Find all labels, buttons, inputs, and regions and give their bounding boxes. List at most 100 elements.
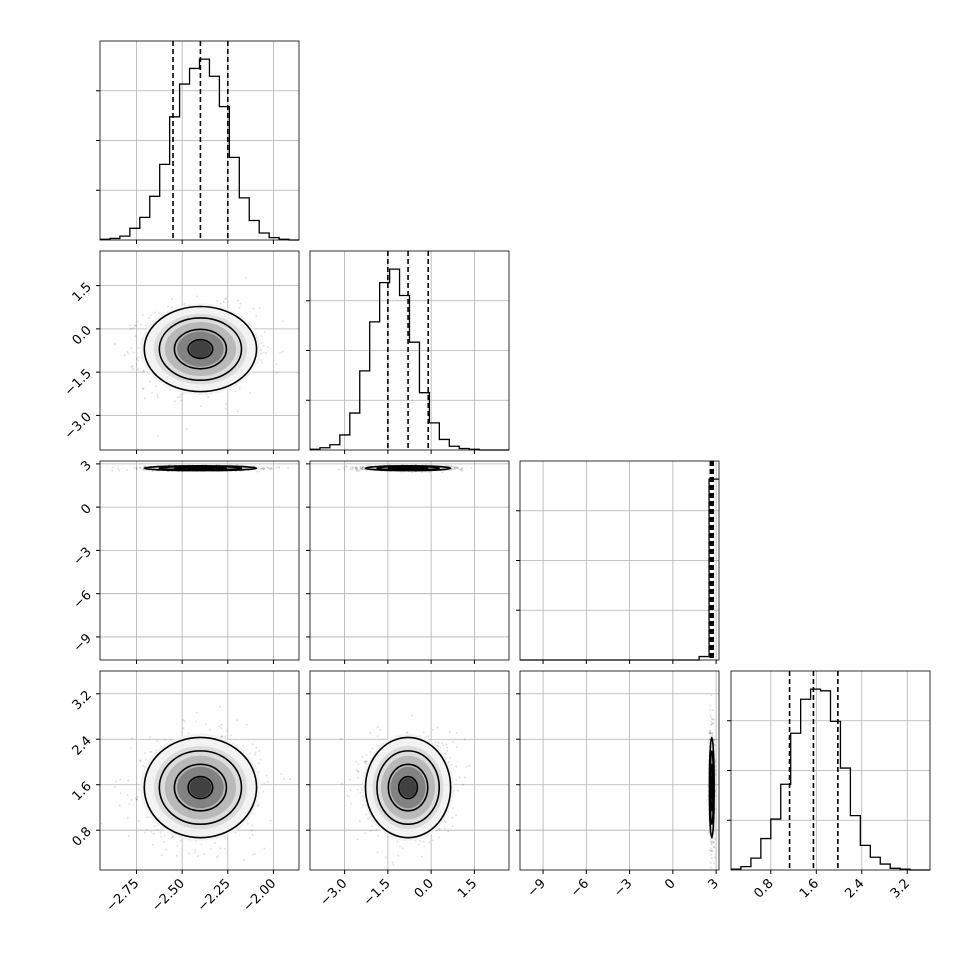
scatter-point: [185, 428, 188, 431]
scatter-point: [137, 346, 140, 349]
scatter-point: [278, 467, 281, 470]
scatter-point: [262, 344, 265, 347]
scatter-point: [196, 295, 199, 298]
scatter-point: [196, 854, 199, 857]
scatter-point: [357, 470, 360, 473]
scatter-point: [251, 834, 254, 837]
scatter-point: [365, 469, 368, 472]
scatter-point: [220, 727, 223, 730]
scatter-point: [459, 468, 462, 471]
scatter-point: [280, 772, 283, 775]
scatter-point: [248, 391, 251, 394]
x-tick-label: 2.4: [842, 876, 867, 901]
scatter-point: [244, 276, 247, 279]
scatter-point: [452, 465, 455, 468]
scatter-point: [127, 779, 130, 782]
scatter-point: [143, 831, 146, 834]
scatter-point: [444, 463, 447, 466]
y-tick-label: −3: [71, 545, 95, 569]
scatter-point: [134, 335, 137, 338]
scatter-point: [248, 752, 251, 755]
panel-frame: [99, 40, 300, 241]
scatter-point: [118, 469, 121, 472]
scatter-point: [141, 313, 144, 316]
scatter-point: [159, 831, 162, 834]
scatter-point: [178, 396, 181, 399]
y-tick-label: 0: [78, 501, 94, 517]
scatter-point: [158, 312, 161, 315]
scatter-point: [235, 463, 238, 466]
scatter-point: [454, 466, 457, 469]
panel-frame: [730, 670, 931, 871]
scatter-point: [138, 466, 141, 469]
scatter-point: [151, 391, 154, 394]
scatter-point: [337, 468, 340, 471]
scatter-point: [142, 369, 145, 372]
scatter-point: [119, 778, 122, 781]
panel-frame: [99, 460, 300, 661]
histogram-panel-p0: [96, 40, 300, 244]
scatter-point: [268, 468, 271, 471]
scatter-point: [134, 324, 137, 327]
scatter-point: [263, 847, 266, 850]
scatter-point: [266, 465, 269, 468]
scatter-point: [133, 324, 136, 327]
scatter-point: [281, 350, 284, 353]
scatter-point: [450, 465, 453, 468]
scatter-point: [226, 730, 229, 733]
scatter-point: [275, 363, 278, 366]
scatter-point: [260, 352, 263, 355]
scatter-point: [245, 723, 248, 726]
panel-frame: [519, 460, 720, 661]
scatter-point: [148, 750, 151, 753]
scatter-point: [269, 467, 272, 470]
scatter-point: [248, 837, 251, 840]
scatter-point: [145, 828, 148, 831]
scatter-point: [344, 469, 347, 472]
scatter-point: [255, 746, 258, 749]
scatter-point: [130, 747, 133, 750]
scatter-point: [142, 387, 145, 390]
scatter-point: [251, 853, 254, 856]
scatter-point: [203, 853, 206, 856]
scatter-point: [183, 303, 186, 306]
scatter-point: [219, 302, 222, 305]
scatter-point: [260, 342, 263, 345]
scatter-point: [145, 816, 148, 819]
scatter-point: [356, 466, 359, 469]
scatter-point: [126, 793, 129, 796]
scatter-point: [258, 306, 261, 309]
y-tick-label: −9: [71, 631, 95, 655]
density-panel-p0-p2: −9−6−303: [71, 458, 300, 664]
scatter-point: [453, 467, 456, 470]
y-tick-label: 0.0: [70, 323, 95, 348]
scatter-point: [150, 830, 153, 833]
histogram-panel-p1: [306, 250, 510, 454]
scatter-point: [135, 362, 138, 365]
scatter-point: [166, 305, 169, 308]
scatter-point: [143, 397, 146, 400]
y-tick-label: 1.5: [70, 280, 95, 305]
scatter-point: [221, 735, 224, 738]
scatter-point: [364, 465, 367, 468]
scatter-point: [179, 394, 182, 397]
scatter-point: [236, 719, 239, 722]
scatter-point: [154, 385, 157, 388]
scatter-point: [239, 302, 242, 305]
y-tick-label: −6: [71, 588, 95, 612]
scatter-point: [172, 835, 175, 838]
scatter-point: [230, 734, 233, 737]
scatter-point: [127, 352, 130, 355]
scatter-point: [270, 466, 273, 469]
scatter-point: [236, 410, 239, 413]
scatter-point: [261, 467, 264, 470]
scatter-point: [128, 324, 131, 327]
scatter-point: [254, 753, 257, 756]
scatter-point: [150, 750, 153, 753]
histogram-step: [310, 268, 509, 451]
scatter-point: [224, 735, 227, 738]
scatter-point: [441, 471, 444, 474]
scatter-point: [349, 466, 352, 469]
scatter-point: [223, 847, 226, 850]
